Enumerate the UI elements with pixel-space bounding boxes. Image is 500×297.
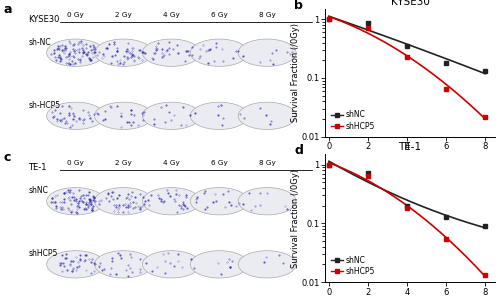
Legend: shNC, shHCP5: shNC, shHCP5 [329,108,378,133]
Circle shape [142,188,201,215]
Text: 8 Gy: 8 Gy [258,160,276,166]
Circle shape [46,102,104,129]
Circle shape [142,251,201,278]
Title: KYSE30: KYSE30 [390,0,430,7]
Circle shape [94,102,152,129]
X-axis label: Dose (Gy): Dose (Gy) [388,154,432,163]
Text: d: d [294,144,304,157]
Text: b: b [294,0,304,12]
Text: 8 Gy: 8 Gy [258,12,276,18]
Circle shape [190,251,248,278]
Text: 0 Gy: 0 Gy [67,12,84,18]
Circle shape [46,251,104,278]
Circle shape [238,102,296,129]
Text: 6 Gy: 6 Gy [211,160,228,166]
Text: TE-1: TE-1 [28,163,47,172]
Circle shape [94,188,152,215]
Text: shHCP5: shHCP5 [28,249,58,258]
Text: c: c [3,151,10,165]
Circle shape [46,188,104,215]
Circle shape [142,102,201,129]
Text: 4 Gy: 4 Gy [163,160,180,166]
Text: shNC: shNC [28,187,48,195]
Legend: shNC, shHCP5: shNC, shHCP5 [329,253,378,278]
Text: 2 Gy: 2 Gy [115,160,132,166]
Circle shape [142,39,201,67]
Circle shape [238,188,296,215]
Text: 2 Gy: 2 Gy [115,12,132,18]
Y-axis label: Survival Fraction (/0Gy): Survival Fraction (/0Gy) [290,23,300,122]
Circle shape [190,102,248,129]
Y-axis label: Survival Fraction (/0Gy): Survival Fraction (/0Gy) [290,169,300,268]
Text: 6 Gy: 6 Gy [211,12,228,18]
Text: a: a [3,3,12,16]
Circle shape [46,39,104,67]
Text: sh-HCP5: sh-HCP5 [28,101,60,110]
Circle shape [190,188,248,215]
Text: KYSE30: KYSE30 [28,15,60,24]
Circle shape [94,39,152,67]
Circle shape [238,39,296,67]
Circle shape [190,39,248,67]
Title: TE-1: TE-1 [398,142,421,152]
Text: 0 Gy: 0 Gy [67,160,84,166]
Text: sh-NC: sh-NC [28,38,51,47]
Circle shape [94,251,152,278]
Circle shape [238,251,296,278]
Text: 4 Gy: 4 Gy [163,12,180,18]
